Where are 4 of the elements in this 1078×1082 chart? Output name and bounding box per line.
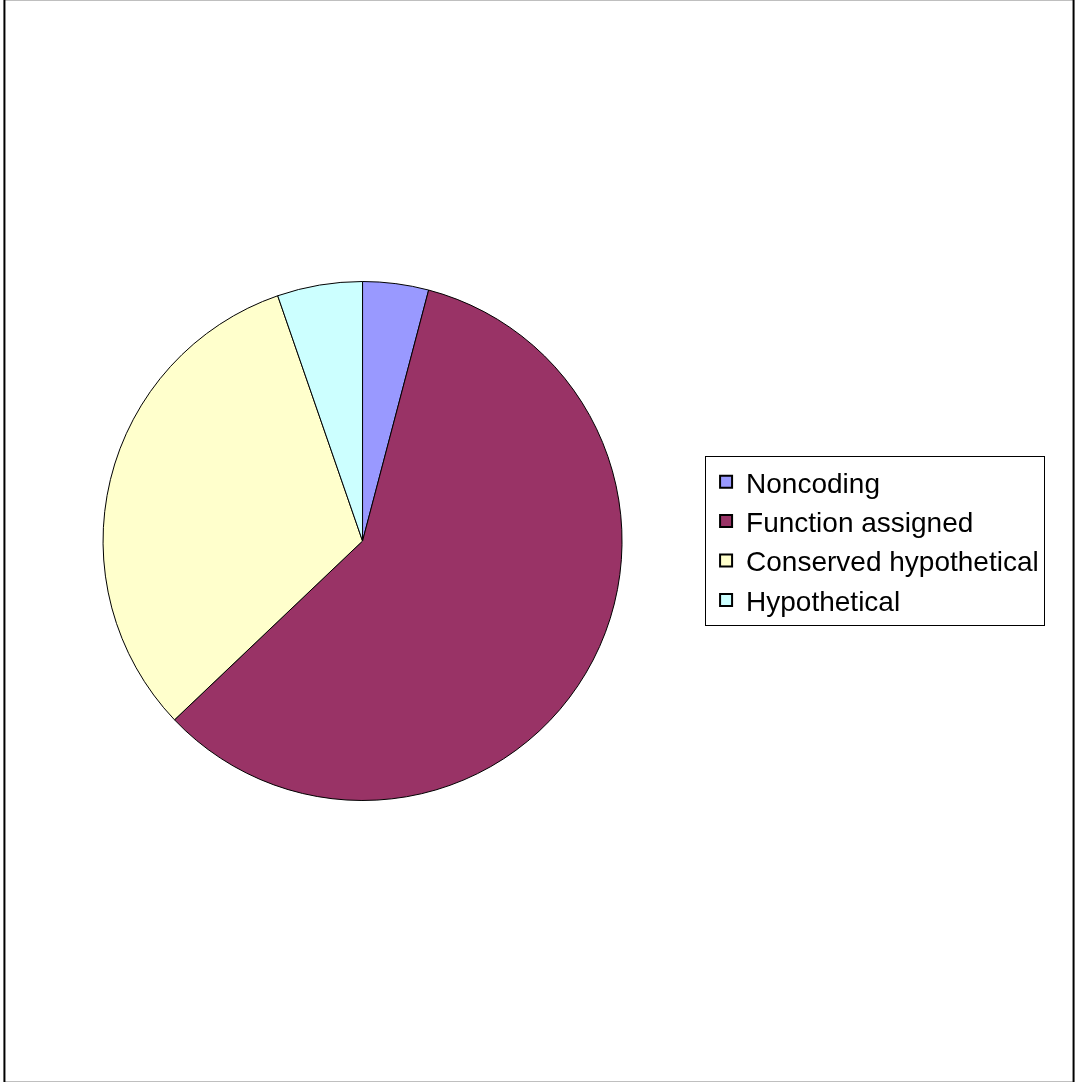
legend-label: Function assigned	[746, 507, 974, 539]
legend-label: Conserved hypothetical	[746, 546, 1039, 578]
legend-label: Hypothetical	[746, 585, 901, 617]
legend-label: Noncoding	[746, 467, 880, 499]
